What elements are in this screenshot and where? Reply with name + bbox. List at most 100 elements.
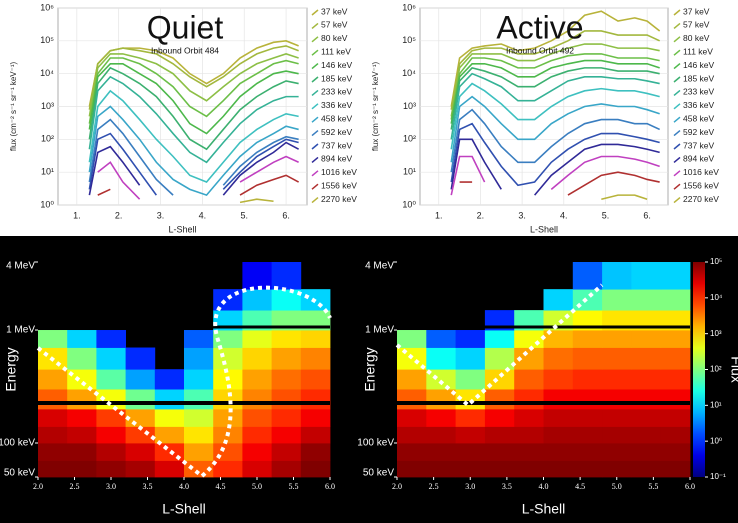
series-line	[601, 194, 648, 200]
series-line	[239, 198, 274, 204]
y-tick-label: 10⁵	[40, 35, 54, 45]
heatmap-cell	[242, 262, 272, 290]
heatmap-cell	[300, 347, 331, 370]
heatmap-cell	[543, 408, 574, 427]
heatmap-cell	[543, 460, 574, 478]
heatmap-cell	[572, 389, 603, 410]
legend-label: 1556 keV	[321, 180, 357, 190]
legend-swatch	[673, 116, 681, 123]
legend-label: 894 keV	[321, 154, 353, 164]
legend-swatch	[673, 89, 681, 96]
heatmap-cell	[271, 426, 302, 444]
legend-swatch	[311, 197, 319, 204]
legend-swatch	[673, 22, 681, 29]
y-tick-label: 10⁰	[40, 199, 54, 209]
x-tick-label: 6.	[282, 210, 290, 220]
heatmap-cell	[572, 460, 603, 478]
heatmap-cell	[242, 408, 272, 427]
series-line	[222, 141, 300, 196]
y-axis-label: flux (cm⁻² s⁻¹ sr⁻¹ keV⁻¹)	[371, 62, 380, 152]
heatmap-cell	[242, 369, 272, 390]
heatmap-cell	[631, 289, 662, 311]
colorbar-tick-label: 10¹	[710, 400, 722, 409]
heatmap-cell	[572, 426, 603, 444]
heatmap-cell	[213, 330, 243, 348]
heatmap-cell	[543, 389, 574, 410]
heatmap-cell	[514, 330, 544, 348]
legend-label: 146 keV	[321, 60, 353, 70]
heatmap-cell	[572, 289, 603, 311]
chart-title: Quiet	[147, 9, 224, 45]
colorbar-tick-label: 10⁻¹	[710, 472, 726, 481]
legend-label: 185 keV	[683, 73, 715, 83]
colorbar-tick-label: 10⁰	[710, 436, 722, 445]
y-tick-label: 10⁶	[40, 2, 54, 12]
series-line	[550, 155, 660, 190]
heatmap-cell	[455, 347, 486, 370]
heatmap-cell	[602, 460, 632, 478]
heatmap-cell	[602, 310, 632, 331]
heatmap-cell	[38, 426, 68, 444]
heatmap-cell	[125, 426, 156, 444]
heatmap-cell	[631, 426, 662, 444]
heatmap-cell	[300, 408, 331, 427]
colorbar-tick-label: 10²	[710, 365, 722, 374]
x-tick-label: 5.0	[612, 482, 622, 491]
legend-label: 111 keV	[683, 46, 713, 56]
legend-swatch	[311, 49, 319, 56]
heatmap-cell	[455, 408, 486, 427]
heatmap-cell	[184, 460, 214, 478]
legend-label: 2270 keV	[683, 194, 719, 204]
heatmap-cell	[631, 310, 662, 331]
heatmap-cell	[631, 389, 662, 410]
heatmap-cell	[543, 330, 574, 348]
y-tick-label: 50 keV	[4, 468, 35, 479]
x-tick-label: 3.0	[106, 482, 116, 491]
heatmap-cell	[426, 426, 456, 444]
x-tick-label: 5.	[602, 210, 610, 220]
heatmap-cell	[660, 369, 691, 390]
heatmap-cell	[38, 369, 68, 390]
heatmap-cell	[300, 426, 331, 444]
legend-label: 2270 keV	[321, 194, 357, 204]
heatmap-cell	[514, 369, 544, 390]
heatmap-cell	[184, 408, 214, 427]
heatmap-cell	[184, 347, 214, 370]
x-axis-label: L-Shell	[530, 224, 558, 234]
heatmap-cell	[96, 442, 126, 461]
heatmap-cell	[96, 460, 126, 478]
x-tick-label: 5.5	[648, 482, 658, 491]
heatmap-cell	[455, 369, 486, 390]
colorbar-tick-label: 10³	[710, 329, 722, 338]
series-line	[88, 75, 299, 164]
legend-swatch	[311, 76, 319, 83]
legend-swatch	[311, 103, 319, 110]
x-tick-label: 4.5	[575, 482, 585, 491]
legend-label: 185 keV	[321, 73, 353, 83]
heatmap-cell	[484, 310, 515, 331]
heatmap-cell	[271, 262, 302, 290]
heatmap-cell	[242, 330, 272, 348]
heatmap-cell	[271, 289, 302, 311]
y-tick-label: 1 MeV	[365, 325, 394, 336]
heatmap-cell	[271, 330, 302, 348]
heatmap-cell	[631, 442, 662, 461]
x-axis-label: L-Shell	[162, 501, 206, 517]
heatmap-cell	[572, 262, 603, 290]
heatmap-cell	[602, 408, 632, 427]
heatmap-cell	[38, 460, 68, 478]
heatmap-cell	[125, 369, 156, 390]
x-tick-label: 2.0	[392, 482, 402, 491]
heatmap-cell	[125, 442, 156, 461]
heatmap-cell	[426, 460, 456, 478]
heatmap-cell	[271, 442, 302, 461]
legend-label: 592 keV	[683, 127, 715, 137]
y-tick-label: 4 MeV	[365, 261, 394, 272]
heatmap-cell	[96, 347, 126, 370]
heatmap-cell	[67, 426, 97, 444]
y-tick-label: 10⁵	[402, 35, 416, 45]
series-line	[88, 45, 299, 110]
legend-label: 1556 keV	[683, 180, 719, 190]
heatmap-cell	[213, 389, 243, 410]
